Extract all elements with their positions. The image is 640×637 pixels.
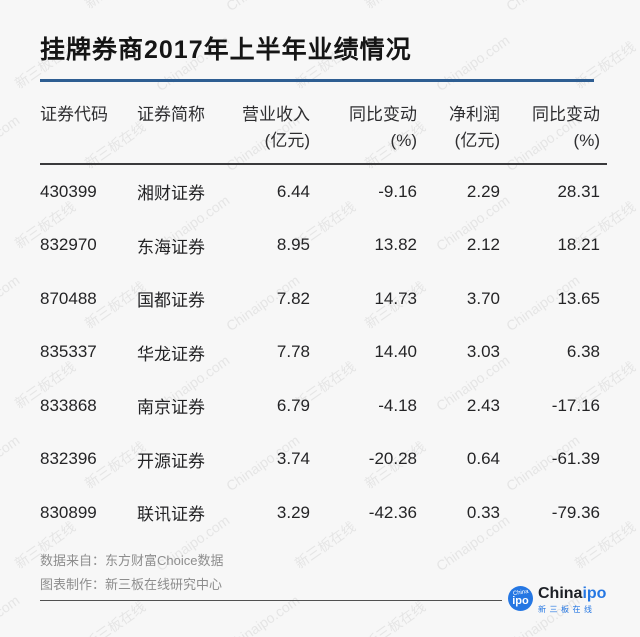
- wordmark-dark: China: [538, 585, 583, 602]
- cell-name: 华龙证券: [137, 344, 205, 364]
- column-header-revenue: 营业收入 (亿元): [212, 102, 310, 154]
- table-row: 832396 开源证券 3.74 -20.28 0.64 -61.39: [40, 433, 600, 487]
- cell-profit-yoy: 6.38: [566, 342, 600, 362]
- column-header-profit: 净利润 (亿元): [417, 102, 500, 154]
- cell-revenue-yoy: 14.73: [374, 288, 417, 308]
- header-unit: (亿元): [264, 131, 310, 150]
- column-header-revenue-yoy: 同比变动 (%): [310, 102, 417, 154]
- wordmark-blue: ipo: [582, 585, 607, 602]
- header-label: 营业收入: [242, 105, 310, 124]
- header-unit: (亿元): [454, 131, 500, 150]
- cell-revenue: 7.82: [276, 288, 310, 308]
- cell-name: 联讯证券: [137, 505, 205, 525]
- cell-name: 东海证券: [137, 237, 205, 257]
- cell-name: 湘财证券: [137, 184, 205, 204]
- cell-code: 430399: [40, 181, 97, 201]
- cell-revenue-yoy: -42.36: [368, 502, 417, 522]
- cell-profit-yoy: 18.21: [557, 235, 600, 255]
- chinaipo-logo: China ipo Chinaipo 新三板在线: [508, 585, 606, 615]
- table-row: 870488 国都证券 7.82 14.73 3.70 13.65: [40, 272, 600, 326]
- cell-code: 832396: [40, 449, 97, 469]
- cell-revenue: 3.74: [276, 449, 310, 469]
- header-label: 证券代码: [40, 105, 108, 124]
- cell-profit: 3.70: [466, 288, 500, 308]
- table-body: 430399 湘财证券 6.44 -9.16 2.29 28.31 832970…: [40, 165, 600, 540]
- logo-text-block: Chinaipo 新三板在线: [538, 585, 606, 615]
- cell-revenue-yoy: 13.82: [374, 235, 417, 255]
- cell-revenue: 6.44: [276, 181, 310, 201]
- column-header-name: 证券简称: [137, 102, 212, 154]
- header-label: 证券简称: [137, 105, 205, 124]
- footer-divider: [40, 600, 502, 601]
- column-header-profit-yoy: 同比变动 (%): [500, 102, 600, 154]
- cell-profit-yoy: -61.39: [551, 449, 600, 469]
- badge-main-text: ipo: [512, 595, 529, 607]
- cell-profit: 2.12: [466, 235, 500, 255]
- cell-revenue: 3.29: [276, 502, 310, 522]
- logo-tagline: 新三板在线: [538, 605, 596, 614]
- cell-revenue: 8.95: [276, 235, 310, 255]
- cell-profit-yoy: 28.31: [557, 181, 600, 201]
- cell-profit: 3.03: [466, 342, 500, 362]
- cell-name: 南京证券: [137, 398, 205, 418]
- header-divider: [40, 163, 607, 165]
- cell-profit: 0.33: [466, 502, 500, 522]
- cell-revenue-yoy: 14.40: [374, 342, 417, 362]
- cell-profit-yoy: 13.65: [557, 288, 600, 308]
- cell-code: 870488: [40, 288, 97, 308]
- credit-note: 图表制作：新三板在线研究中心: [40, 577, 223, 592]
- logo-wordmark: Chinaipo: [538, 585, 606, 602]
- cell-revenue-yoy: -20.28: [368, 449, 417, 469]
- page-title: 挂牌券商2017年上半年业绩情况: [40, 36, 412, 64]
- source-note: 数据来自：东方财富Choice数据: [40, 553, 224, 568]
- table-row: 835337 华龙证券 7.78 14.40 3.03 6.38: [40, 326, 600, 380]
- cell-name: 开源证券: [137, 451, 205, 471]
- cell-name: 国都证券: [137, 291, 205, 311]
- table-row: 832970 东海证券 8.95 13.82 2.12 18.21: [40, 219, 600, 273]
- header-label: 同比变动: [532, 105, 600, 124]
- cell-revenue-yoy: -4.18: [378, 395, 417, 415]
- cell-code: 832970: [40, 235, 97, 255]
- header-label: 同比变动: [349, 105, 417, 124]
- cell-revenue: 7.78: [276, 342, 310, 362]
- title-underline: [40, 79, 594, 82]
- cell-profit-yoy: -17.16: [551, 395, 600, 415]
- cell-code: 835337: [40, 342, 97, 362]
- column-header-code: 证券代码: [40, 102, 137, 154]
- cell-revenue-yoy: -9.16: [378, 181, 417, 201]
- cell-profit: 2.43: [466, 395, 500, 415]
- cell-profit: 0.64: [466, 449, 500, 469]
- table-row: 833868 南京证券 6.79 -4.18 2.43 -17.16: [40, 379, 600, 433]
- table-row: 430399 湘财证券 6.44 -9.16 2.29 28.31: [40, 165, 600, 219]
- header-label: 净利润: [449, 105, 500, 124]
- cell-profit: 2.29: [466, 181, 500, 201]
- cell-code: 830899: [40, 502, 97, 522]
- cell-code: 833868: [40, 395, 97, 415]
- cell-profit-yoy: -79.36: [551, 502, 600, 522]
- header-unit: (%): [573, 131, 600, 150]
- table-row: 830899 联讯证券 3.29 -42.36 0.33 -79.36: [40, 486, 600, 540]
- header-unit: (%): [390, 131, 417, 150]
- cell-revenue: 6.79: [276, 395, 310, 415]
- chinaipo-badge-icon: China ipo: [508, 586, 533, 611]
- table-header-row: 证券代码 证券简称 营业收入 (亿元) 同比变动 (%) 净利润 (亿元) 同比…: [40, 102, 600, 154]
